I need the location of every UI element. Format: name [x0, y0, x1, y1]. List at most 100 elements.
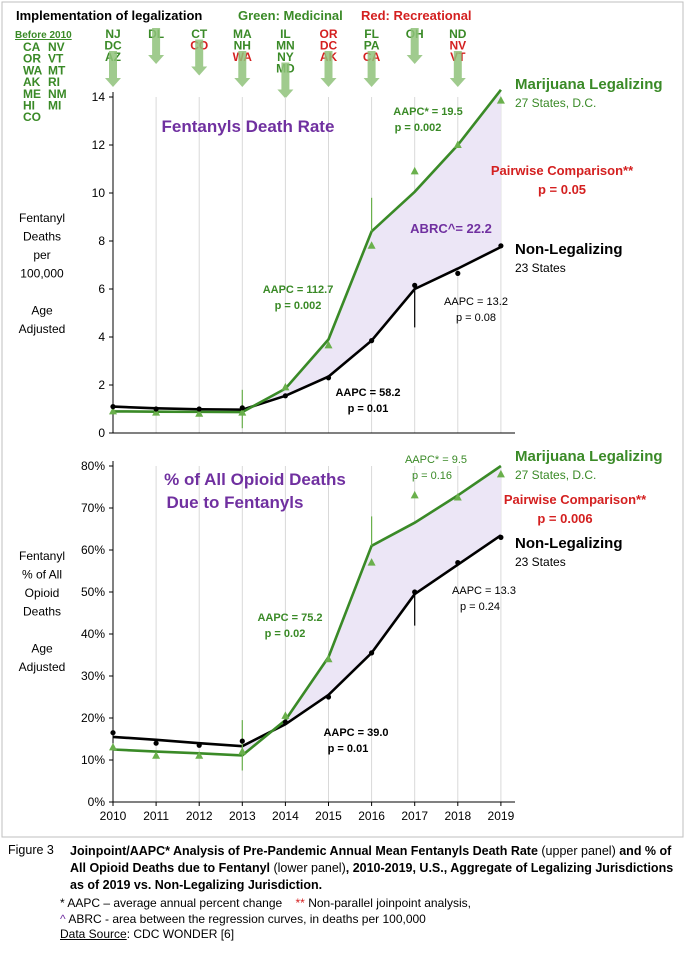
data-point-non-legalizing-2013 — [239, 738, 245, 744]
data-point-non-legalizing-2014 — [282, 719, 288, 725]
figure-canvas: Implementation of legalization Green: Me… — [1, 1, 684, 838]
series-line-non-legalizing — [112, 534, 502, 748]
data-point-legalizing-2015 — [324, 654, 333, 663]
arrow-state-nd: ND — [449, 27, 467, 41]
data-point-legalizing-2018 — [453, 493, 462, 501]
figure-caption: Figure 3 Joinpoint/AAPC* Analysis of Pre… — [8, 843, 684, 943]
figure-border — [1, 1, 684, 838]
data-point-non-legalizing-2017 — [412, 282, 418, 288]
series-line-marijuana-legalizing — [112, 464, 502, 757]
arrow-state-nv: NV — [449, 39, 466, 53]
data-point-legalizing-2011 — [152, 408, 161, 416]
caption-text: Joinpoint/AAPC* Analysis of Pre-Pandemic… — [70, 843, 684, 894]
legalization-arrow-2010 — [105, 51, 121, 87]
before-2010-label: Before 2010 — [15, 30, 72, 41]
y-axis-label-line: Opioid — [25, 586, 60, 600]
legalization-arrow-2011 — [148, 28, 165, 64]
y-tick-label: 4 — [98, 330, 105, 344]
data-point-non-legalizing-2018 — [455, 270, 461, 276]
before-state-nm: NM — [48, 87, 67, 101]
data-point-non-legalizing-2017 — [412, 589, 418, 595]
annotation-black-aapc-late: AAPC = 13.3 — [452, 585, 516, 597]
caption-figure-label: Figure 3 — [8, 843, 54, 857]
x-tick-label: 2015 — [315, 809, 342, 823]
legend-legalizing: Marijuana Legalizing — [515, 448, 663, 465]
y-axis-label-line: Age — [31, 642, 53, 656]
x-tick-label: 2017 — [401, 809, 428, 823]
arrow-state-il: IL — [280, 27, 291, 41]
annotation-green-p-late: p = 0.002 — [395, 122, 442, 134]
annotation-green-p-early: p = 0.002 — [275, 300, 322, 312]
annotation-black-p-early: p = 0.01 — [348, 403, 389, 415]
note-abrc-text: ABRC - area between the regression curve… — [65, 911, 426, 926]
legalization-arrows: NJDCAZDLCTCOMANHWAILMNNYMDORDCAKFLPACAOH… — [104, 27, 467, 99]
arrow-state-nh: NH — [234, 39, 251, 53]
before-state-nv: NV — [48, 40, 65, 54]
x-tick-label: 2018 — [444, 809, 471, 823]
data-point-legalizing-2010 — [109, 742, 117, 751]
x-tick-label: 2016 — [358, 809, 385, 823]
caption-bold-3: , 2010-2019, U.S., Aggregate of Legalizi… — [70, 861, 674, 892]
legalization-arrow-2017 — [406, 28, 423, 64]
y-axis-label-line: Deaths — [23, 230, 61, 244]
legend-non-legalizing-sub: 23 States — [515, 555, 566, 569]
data-point-legalizing-2013 — [238, 408, 247, 416]
note-aapc-text: AAPC – average annual percent change — [64, 896, 283, 910]
y-tick-label: 0% — [88, 795, 106, 809]
note-data-source: Data Source: CDC WONDER [6] — [60, 927, 684, 943]
legend-non-legalizing: Non-Legalizing — [515, 241, 623, 258]
arrow-state-dc: DC — [104, 39, 122, 53]
legend-legalizing: Marijuana Legalizing — [515, 76, 663, 93]
y-axis-label-line: Deaths — [23, 605, 61, 619]
data-point-non-legalizing-2019 — [498, 534, 504, 541]
note-data-source-label: Data Source — [60, 927, 127, 941]
annotation-black-aapc-early: AAPC = 58.2 — [335, 387, 400, 399]
panel-title-line-2: Due to Fentanyls — [167, 493, 304, 512]
y-tick-label: 10% — [81, 753, 105, 767]
before-state-wa: WA — [23, 63, 43, 77]
y-tick-label: 20% — [81, 711, 105, 725]
x-tick-label: 2012 — [186, 809, 213, 823]
y-tick-label: 10 — [92, 186, 106, 200]
arrow-state-ny: NY — [277, 50, 294, 64]
legalization-arrow-2013 — [234, 51, 251, 87]
data-point-legalizing-2011 — [152, 751, 161, 759]
annotation-pairwise: Pairwise Comparison** — [491, 163, 634, 178]
annotation-black-aapc-late: AAPC = 13.2 — [444, 296, 508, 308]
panel-title-line-1: % of All Opioid Deaths — [164, 470, 346, 489]
legend-legalizing-sub: 27 States, D.C. — [515, 468, 596, 482]
before-state-mi: MI — [48, 99, 61, 113]
x-tick-label: 2010 — [100, 809, 127, 823]
before-state-mt: MT — [48, 63, 66, 77]
upper-panel-fentanyl-death-rate: 0 2 4 6 8 10 12 14 Fentanyl Deaths per 100,000 Age Ad… — [19, 76, 663, 440]
area-between-curves — [242, 89, 501, 413]
arrow-state-ct: CT — [191, 27, 208, 41]
data-point-legalizing-2018 — [453, 140, 462, 148]
annotation-green-aapc-late: AAPC* = 19.5 — [393, 106, 462, 118]
data-point-legalizing-2013 — [238, 747, 247, 755]
y-axis-label-line: per — [33, 248, 50, 262]
data-point-non-legalizing-2013 — [239, 405, 245, 411]
data-point-legalizing-2019 — [496, 469, 505, 478]
note-abrc-caret: ^ — [60, 911, 66, 926]
annotation-green-aapc-early: AAPC = 112.7 — [263, 284, 334, 296]
y-axis-label-line: Adjusted — [19, 322, 66, 336]
before-state-hi: HI — [23, 99, 35, 113]
panel-title: Fentanyls Death Rate — [162, 117, 335, 136]
note-nonparallel-text: Non-parallel joinpoint analysis, — [304, 896, 471, 910]
annotation-pairwise: Pairwise Comparison** — [504, 492, 647, 507]
data-point-legalizing-2015 — [324, 340, 333, 349]
annotation-pairwise-p: p = 0.006 — [537, 511, 592, 526]
note-data-source-text: : CDC WONDER [6] — [126, 927, 235, 941]
data-point-non-legalizing-2010 — [110, 730, 116, 736]
caption-notes: * AAPC – average annual percent change *… — [60, 896, 684, 943]
arrow-state-mn: MN — [276, 39, 295, 53]
annotation-black-aapc-early: AAPC = 39.0 — [323, 727, 388, 739]
note-nonparallel-star: ** — [295, 896, 305, 910]
legalization-arrow-2014 — [277, 62, 294, 99]
legalization-arrow-2018 — [449, 51, 466, 87]
arrow-state-or: OR — [320, 27, 338, 41]
data-point-non-legalizing-2014 — [282, 393, 288, 399]
data-point-legalizing-2014 — [281, 711, 290, 719]
y-tick-label: 70% — [81, 501, 105, 515]
